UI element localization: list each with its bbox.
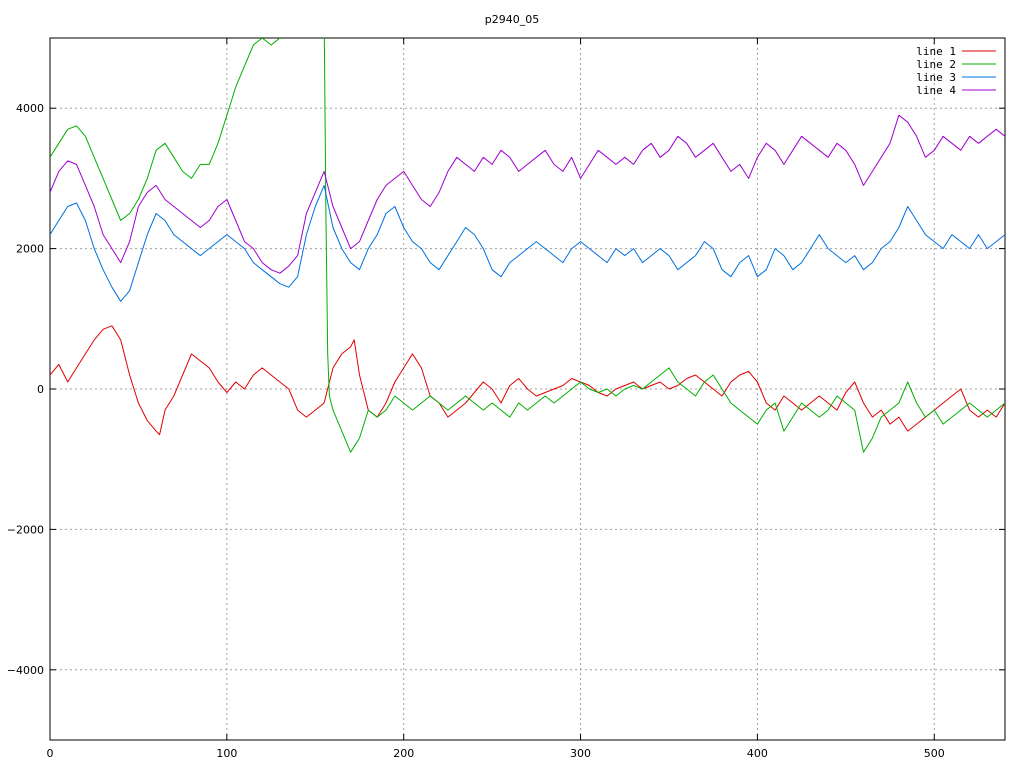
x-tick-label: 100 bbox=[216, 747, 237, 760]
x-tick-label: 500 bbox=[924, 747, 945, 760]
series-line-4 bbox=[50, 114, 1005, 274]
y-axis-ticks: −4000 −2000 0 2000 4000 bbox=[7, 102, 1005, 677]
legend-label: line 1 bbox=[916, 45, 956, 58]
x-axis-ticks: 0 100 200 300 400 500 bbox=[47, 38, 945, 760]
series-line-1 bbox=[50, 325, 1005, 436]
series-line-2 bbox=[50, 38, 1005, 453]
series-line-3 bbox=[50, 184, 1005, 302]
x-tick-label: 400 bbox=[747, 747, 768, 760]
y-tick-label: 4000 bbox=[16, 102, 44, 115]
legend-label: line 4 bbox=[916, 84, 956, 97]
grid bbox=[50, 38, 1005, 740]
chart-title: p2940_05 bbox=[485, 13, 539, 26]
series-group bbox=[50, 38, 1005, 453]
x-tick-label: 200 bbox=[393, 747, 414, 760]
y-tick-label: 2000 bbox=[16, 243, 44, 256]
y-tick-label: −2000 bbox=[7, 523, 44, 536]
x-tick-label: 0 bbox=[47, 747, 54, 760]
y-tick-label: −4000 bbox=[7, 664, 44, 677]
y-tick-label: 0 bbox=[37, 383, 44, 396]
legend-label: line 3 bbox=[916, 71, 956, 84]
x-tick-label: 300 bbox=[570, 747, 591, 760]
legend-label: line 2 bbox=[916, 58, 956, 71]
